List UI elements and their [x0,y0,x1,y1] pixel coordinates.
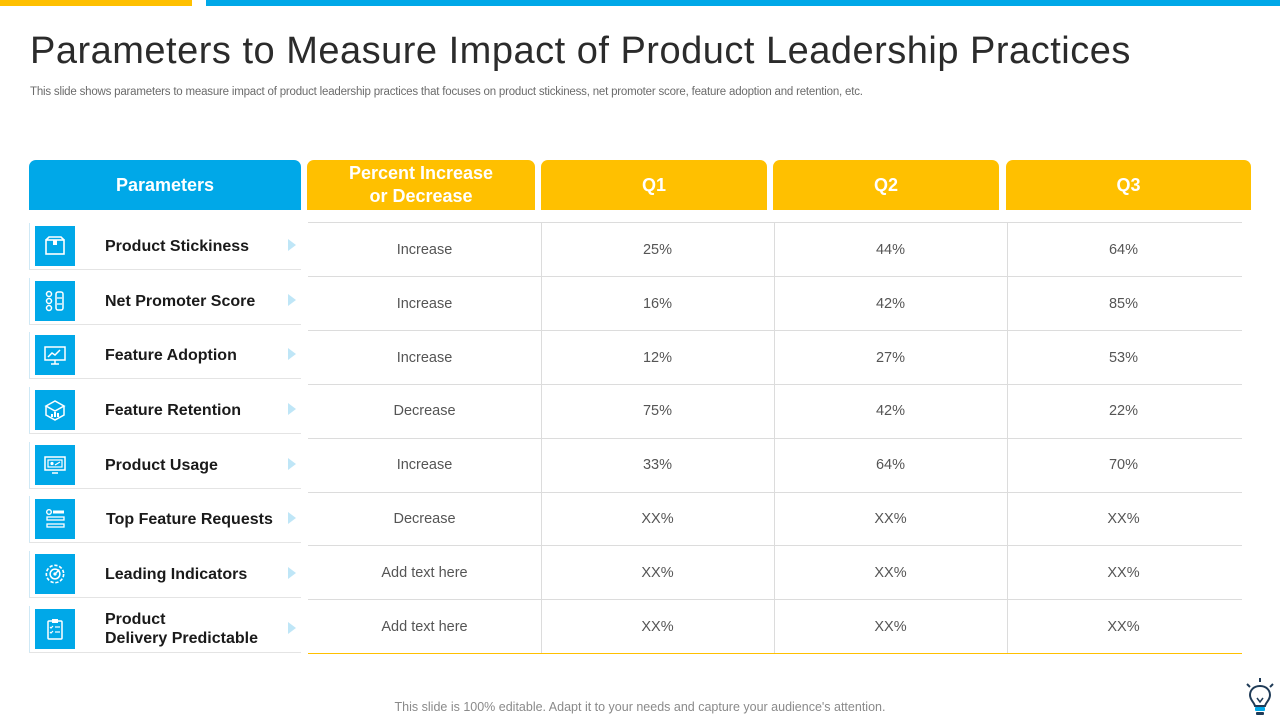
cell-q2: XX% [874,618,907,635]
param-label: Feature Adoption [105,346,237,364]
chevron-right-icon [288,622,296,634]
row-divider [308,545,1242,546]
row-divider [308,384,1242,385]
chevron-right-icon [288,567,296,579]
cell-q1: 12% [642,349,673,366]
header-percent-change: Percent Increase or Decrease [307,160,535,210]
cell-q2: 64% [875,456,906,473]
cell-q1: XX% [641,564,674,581]
cell-q1: 75% [642,402,673,419]
slide-title: Parameters to Measure Impact of Product … [30,30,1131,72]
cell-q1: 25% [642,241,673,258]
monitor-chart-icon [35,335,75,375]
table-top-border [308,222,1242,223]
cell-q1: XX% [641,510,674,527]
param-product-usage: Product Usage [29,442,301,489]
row-divider [308,276,1242,277]
column-divider [541,222,542,653]
cell-change: Add text here [381,564,468,581]
chevron-right-icon [288,403,296,415]
chevron-right-icon [288,458,296,470]
cell-q3: 64% [1108,241,1139,258]
cell-q3: XX% [1107,510,1140,527]
row-divider [308,492,1242,493]
slide-footer-note: This slide is 100% editable. Adapt it to… [394,700,886,714]
cell-q1: 33% [642,456,673,473]
cell-change: Decrease [393,402,456,419]
cell-q2: 42% [875,402,906,419]
cell-q3: XX% [1107,564,1140,581]
chevron-right-icon [288,239,296,251]
cell-change: Decrease [393,510,456,527]
header-q2: Q2 [773,160,999,210]
box-chart-icon [35,390,75,430]
people-score-icon [35,281,75,321]
cell-change: Increase [396,456,453,473]
header-percent-line2: or Decrease [369,186,473,206]
cell-q3: 53% [1108,349,1139,366]
param-product-stickiness: Product Stickiness [29,223,301,270]
table-bottom-border [308,653,1242,654]
feature-list-icon [35,499,75,539]
column-divider [1007,222,1008,653]
box-icon [35,226,75,266]
lightbulb-icon [1243,677,1277,720]
cell-q3: 22% [1108,402,1139,419]
row-divider [308,438,1242,439]
header-parameters: Parameters [29,160,301,210]
header-percent-line1: Percent Increase [348,163,494,183]
cell-q2: XX% [874,510,907,527]
monitor-usage-icon [35,445,75,485]
param-label-line1: Product [105,611,166,628]
header-q3: Q3 [1006,160,1251,210]
cell-change: Increase [396,349,453,366]
cell-q2: XX% [874,564,907,581]
chevron-right-icon [288,294,296,306]
param-label: Leading Indicators [105,565,248,583]
param-label: Feature Retention [105,401,242,419]
cell-change: Increase [396,241,453,258]
param-feature-retention: Feature Retention [29,387,301,434]
param-label-multiline: Product Delivery Predictable [105,610,258,648]
param-net-promoter-score: Net Promoter Score [29,278,301,325]
clipboard-icon [35,609,75,649]
slide-subtitle: This slide shows parameters to measure i… [30,86,863,98]
header-q1: Q1 [541,160,767,210]
top-accent-bar-yellow [0,0,192,6]
param-feature-adoption: Feature Adoption [29,332,301,379]
param-label: Net Promoter Score [105,292,256,310]
gear-target-icon [35,554,75,594]
param-top-feature-requests: Top Feature Requests [29,496,301,543]
cell-q2: 44% [875,241,906,258]
cell-q2: 27% [875,349,906,366]
chevron-right-icon [288,348,296,360]
column-divider [774,222,775,653]
param-label-line2: Delivery Predictable [105,630,258,647]
cell-q2: 42% [875,295,906,312]
cell-change: Add text here [381,618,468,635]
row-divider [308,599,1242,600]
param-label: Product Stickiness [105,237,250,255]
cell-q3: 70% [1108,456,1139,473]
param-product-delivery-predictable: Product Delivery Predictable [29,606,301,653]
row-divider [308,330,1242,331]
cell-q1: XX% [641,618,674,635]
param-label: Product Usage [105,456,218,474]
cell-change: Increase [396,295,453,312]
cell-q3: XX% [1107,618,1140,635]
param-label: Top Feature Requests [106,510,273,528]
cell-q1: 16% [642,295,673,312]
top-accent-bar-blue [206,0,1280,6]
cell-q3: 85% [1108,295,1139,312]
chevron-right-icon [288,512,296,524]
param-leading-indicators: Leading Indicators [29,551,301,598]
